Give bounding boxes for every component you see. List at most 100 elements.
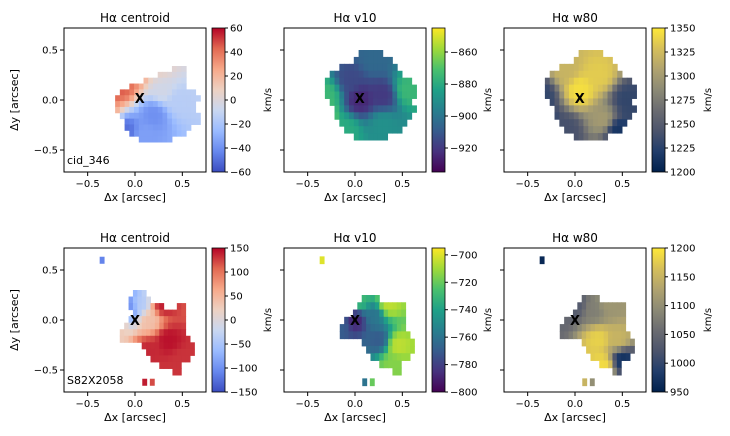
heatmap-cell [344, 331, 350, 340]
heatmap-cell [377, 56, 384, 65]
heatmap-cell [578, 50, 584, 58]
heatmap-cell [373, 91, 379, 99]
heatmap-cell [348, 70, 355, 79]
heatmap-cell [382, 77, 389, 86]
heatmap-cell [564, 84, 570, 93]
heatmap-cell [586, 309, 591, 318]
heatmap-cell [168, 335, 173, 343]
heatmap-cell [593, 119, 599, 127]
heatmap-cell [382, 112, 389, 120]
heatmap-cell [612, 345, 618, 354]
heatmap-cell [168, 316, 173, 324]
heatmap-cell [554, 77, 560, 86]
heatmap-cell [370, 302, 376, 311]
colorbar-tick-label: 1200 [670, 244, 695, 255]
heatmap-cell [129, 124, 135, 131]
heatmap-cell [396, 360, 402, 369]
heatmap-cell [134, 112, 140, 120]
colorbar-tick-label: 1350 [670, 24, 695, 35]
heatmap-cell [594, 353, 600, 361]
heatmap-cell [134, 124, 140, 131]
heatmap-cell [368, 133, 374, 141]
heatmap-cell [363, 105, 369, 113]
heatmap-cell [383, 309, 389, 318]
heatmap-cell [374, 331, 380, 340]
heatmap-cell [176, 66, 182, 73]
x-tick-label: 0.5 [174, 399, 190, 410]
heatmap-cell [334, 112, 340, 120]
heatmap-cell [401, 331, 407, 340]
heatmap-cell [401, 105, 408, 113]
heatmap-cell [115, 101, 121, 108]
colorbar [211, 247, 226, 393]
heatmap-cell [383, 331, 389, 340]
heatmap-cell [568, 91, 575, 99]
heatmap-cell [329, 77, 336, 86]
heatmap-cell [137, 329, 143, 337]
heatmap-cell [141, 342, 147, 350]
heatmap-cell [143, 118, 149, 125]
x-tick-label: 0.5 [174, 179, 190, 190]
heatmap-cell [625, 338, 631, 347]
colorbar-tick-label: 1275 [670, 96, 695, 107]
heatmap-cell [190, 95, 197, 102]
heatmap-cell [617, 112, 623, 120]
heatmap-cell [373, 63, 379, 72]
colorbar-tick-label: 1000 [670, 359, 695, 370]
heatmap-cell [559, 112, 565, 120]
heatmap-cell [344, 91, 350, 99]
heatmap-cell [163, 355, 169, 363]
heatmap-cells [319, 256, 415, 387]
colorbar-tick-label: −20 [230, 120, 251, 131]
heatmap-cell [373, 77, 379, 86]
colorbar-tick-label: −920 [450, 144, 477, 155]
heatmap-cell [167, 77, 173, 85]
heatmap-cell [392, 77, 398, 86]
heatmap-cell [573, 77, 580, 86]
heatmap-cell [132, 290, 138, 298]
heatmap-cell [607, 91, 613, 99]
heatmap-cell [577, 316, 583, 325]
heatmap-cell [388, 360, 393, 369]
heatmap-cell [593, 98, 599, 106]
heatmap-cell [176, 83, 182, 90]
heatmap-cell [134, 118, 140, 125]
heatmap-cell [358, 112, 364, 120]
panel-4: Hα centroid −0.5 0.0 0.5 Δx [arcsec] 0.5 0.0 −0… [8, 231, 274, 424]
heatmap-cell [368, 84, 374, 93]
heatmap-cell [363, 77, 369, 86]
heatmap-cell [148, 118, 154, 125]
heatmap-cell [152, 118, 159, 125]
heatmap-cell [181, 95, 187, 102]
heatmap-cell [577, 302, 583, 311]
heatmap-cell [334, 70, 340, 79]
heatmap-cell [578, 105, 584, 113]
heatmap-cell [388, 324, 393, 332]
heatmap-cell [626, 91, 633, 99]
heatmap-cell [374, 316, 380, 325]
heatmap-cell [353, 105, 360, 113]
heatmap-cell [392, 70, 398, 79]
x-tick-label: −0.5 [76, 399, 100, 410]
heatmap-cell [599, 331, 605, 340]
heatmap-cell [568, 77, 575, 86]
heatmap-cell [608, 360, 613, 369]
heatmap-cell [603, 309, 609, 318]
heatmap-cell [143, 124, 149, 131]
heatmap-cell [631, 91, 637, 99]
heatmap-cells [99, 256, 195, 386]
colorbar-tick-label: 150 [230, 244, 249, 255]
heatmap-cell [392, 353, 398, 361]
heatmap-cell [152, 77, 159, 85]
heatmap-cell [329, 70, 336, 79]
heatmap-cell [150, 329, 156, 337]
heatmap-cell [115, 95, 121, 102]
heatmap-cell [171, 124, 178, 131]
heatmap-cell [612, 84, 618, 93]
heatmap-cell [392, 345, 398, 354]
heatmap-cell [370, 331, 376, 340]
heatmap-cell [162, 136, 168, 143]
heatmap-cell [549, 84, 556, 93]
heatmap-cell [379, 331, 385, 340]
heatmap-cell [594, 324, 600, 332]
